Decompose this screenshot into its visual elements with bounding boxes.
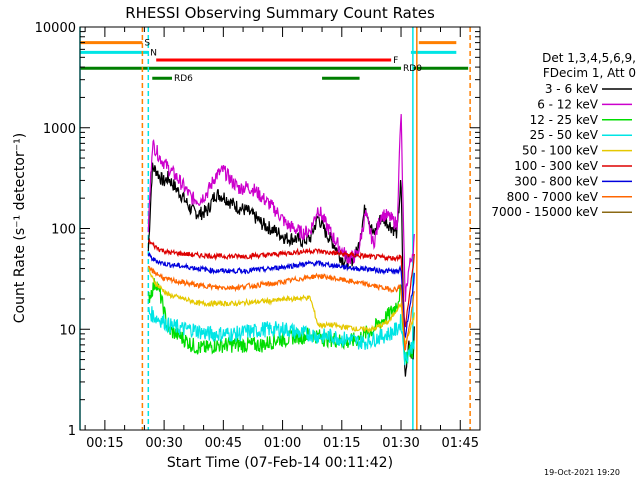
y-tick-label: 100: [51, 223, 76, 238]
flag-bars: [80, 41, 469, 80]
chart-title: RHESSI Observing Summary Count Rates: [125, 4, 435, 22]
y-tick-label: 10000: [35, 21, 76, 36]
x-tick-label: 00:45: [205, 436, 242, 451]
y-axis-label: Count Rate (s⁻¹ detector⁻¹): [12, 133, 28, 323]
series-lines: [147, 114, 415, 377]
y-tick-label: 1000: [43, 122, 76, 137]
y-tick-label: 10: [59, 323, 76, 338]
flag-label-rd6: RD6: [174, 74, 193, 84]
y-tick-label: 1: [68, 424, 76, 439]
series-line: [148, 238, 415, 328]
legend: Det 1,3,4,5,6,9,FDecim 1, Att 0 3 - 6 keV…: [491, 51, 636, 219]
flag-label-n: N: [150, 48, 157, 58]
flag-labels: SN F RD0 RD6: [144, 39, 422, 85]
x-tick-label: 01:15: [323, 436, 360, 451]
legend-entry-label: 12 - 25 keV: [530, 113, 599, 127]
y-axis: 1 10 100 1000 10000: [35, 21, 480, 439]
plot-area: 1 10 100 1000 10000 00:15 00:30 00:45 01:00 01:1…: [35, 21, 481, 451]
legend-entry-label: 25 - 50 keV: [530, 128, 599, 142]
legend-entry-label: 50 - 100 keV: [522, 144, 599, 158]
x-tick-label: 01:30: [382, 436, 419, 451]
legend-entry-label: 6 - 12 keV: [537, 97, 599, 111]
series-line: [147, 114, 415, 302]
legend-header-line: Det 1,3,4,5,6,9,: [542, 51, 636, 65]
x-tick-label: 01:00: [264, 436, 301, 451]
legend-entry-label: 7000 - 15000 keV: [491, 205, 598, 219]
x-tick-label: 00:30: [145, 436, 182, 451]
legend-entry-label: 800 - 7000 keV: [507, 190, 599, 204]
series-line: [147, 265, 415, 351]
x-axis-label: Start Time (07-Feb-14 00:11:42): [167, 455, 393, 471]
series-line: [148, 278, 415, 364]
x-tick-label: 00:15: [86, 436, 123, 451]
footer-timestamp: 19-Oct-2021 19:20: [544, 468, 620, 477]
flag-label-f: F: [393, 56, 398, 66]
flag-label-s: S: [144, 39, 150, 49]
series-line: [147, 306, 415, 366]
flag-label-rd0: RD0: [403, 64, 422, 74]
series-line: [147, 251, 415, 339]
legend-header-line: FDecim 1, Att 0: [543, 66, 636, 80]
series-line: [147, 265, 415, 346]
plot-frame: [79, 26, 481, 431]
legend-entry-label: 3 - 6 keV: [545, 82, 599, 96]
legend-entry-label: 100 - 300 keV: [514, 159, 598, 173]
x-tick-label: 01:45: [442, 436, 479, 451]
legend-entry-label: 300 - 800 keV: [514, 174, 598, 188]
x-axis: 00:15 00:30 00:45 01:00 01:15 01:30 01:45: [84, 27, 479, 451]
